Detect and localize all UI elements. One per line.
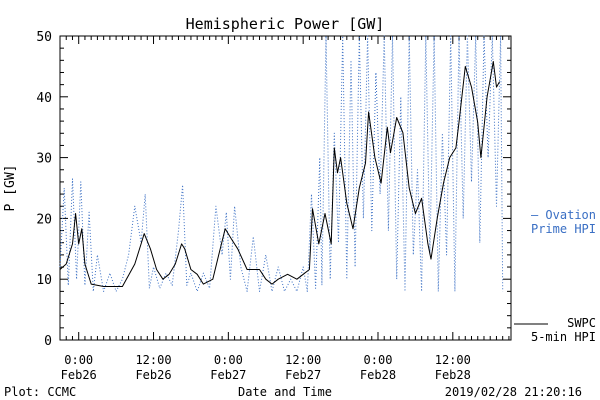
- series-swpc-5-min-hpi: [59, 61, 501, 287]
- plot-timestamp: 2019/02/28 21:20:16: [445, 385, 582, 399]
- plot-area-frame: [59, 35, 512, 341]
- x-tick-label-date: Feb28: [435, 368, 471, 382]
- x-tick-label-date: Feb26: [135, 368, 171, 382]
- legend: — Ovation Prime HPI SWPC 5-min HPI: [514, 208, 596, 344]
- y-tick-label: 50: [36, 30, 52, 45]
- x-tick-label-time: 0:00: [64, 353, 93, 367]
- x-tick-label-time: 12:00: [435, 353, 471, 367]
- chart-title: Hemispheric Power [GW]: [186, 15, 385, 33]
- x-tick-label-date: Feb26: [61, 368, 97, 382]
- plot-credit: Plot: CCMC: [4, 385, 76, 399]
- x-axis: 0:00Feb2612:00Feb260:00Feb2712:00Feb270:…: [59, 36, 510, 382]
- y-tick-label: 0: [44, 334, 52, 349]
- x-axis-label: Date and Time: [238, 385, 332, 399]
- legend-swpc-line2: 5-min HPI: [531, 330, 596, 344]
- y-axis-label: P [GW]: [3, 165, 18, 212]
- y-tick-label: 30: [36, 152, 52, 167]
- series-ovation-prime-hpi: [59, 35, 504, 292]
- series-line: [59, 35, 504, 292]
- y-tick-label: 10: [36, 273, 52, 288]
- legend-swpc-line1: SWPC: [567, 316, 596, 330]
- y-tick-label: 40: [36, 91, 52, 106]
- legend-ovation-line2: Prime HPI: [531, 222, 596, 236]
- x-tick-label-date: Feb27: [210, 368, 246, 382]
- series-line: [59, 61, 501, 287]
- x-tick-label-time: 12:00: [285, 353, 321, 367]
- legend-ovation-line1: — Ovation: [531, 208, 596, 222]
- x-tick-label-time: 0:00: [214, 353, 243, 367]
- x-tick-label-time: 0:00: [364, 353, 393, 367]
- x-tick-label-time: 12:00: [135, 353, 171, 367]
- x-tick-label-date: Feb28: [360, 368, 396, 382]
- y-axis: 0 10 20 30 40 50: [36, 30, 511, 349]
- series-layer: [59, 35, 504, 292]
- x-tick-label-date: Feb27: [285, 368, 321, 382]
- y-tick-label: 20: [36, 212, 52, 227]
